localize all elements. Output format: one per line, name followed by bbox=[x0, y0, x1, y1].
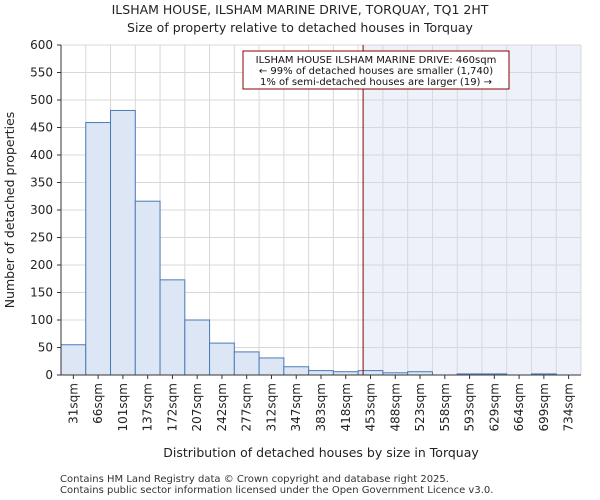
x-tick-label-593sqm: 593sqm bbox=[463, 383, 477, 431]
bar-312sqm bbox=[258, 357, 285, 376]
x-tick-label-558sqm: 558sqm bbox=[438, 383, 452, 431]
x-tick-label-418sqm: 418sqm bbox=[339, 383, 353, 431]
footer-line-2: Contains public sector information licen… bbox=[60, 485, 494, 496]
bar-31sqm bbox=[60, 344, 87, 376]
bar-277sqm bbox=[233, 351, 260, 376]
y-tick-label-200: 200 bbox=[30, 258, 53, 272]
x-tick-label-242sqm: 242sqm bbox=[215, 383, 229, 431]
x-tick-label-488sqm: 488sqm bbox=[388, 383, 402, 431]
y-tick-label-500: 500 bbox=[30, 93, 53, 107]
y-tick-label-0: 0 bbox=[45, 368, 53, 382]
x-tick-label-137sqm: 137sqm bbox=[141, 383, 155, 431]
y-tick-label-50: 50 bbox=[38, 341, 53, 355]
annotation-line-2: ← 99% of detached houses are smaller (1,… bbox=[259, 66, 493, 77]
x-tick-label-31sqm: 31sqm bbox=[66, 383, 80, 424]
bar-172sqm bbox=[159, 279, 186, 376]
bar-347sqm bbox=[283, 366, 310, 376]
chart-subtitle: Size of property relative to detached ho… bbox=[127, 20, 473, 35]
x-tick-label-629sqm: 629sqm bbox=[487, 383, 501, 431]
footer-line-1: Contains HM Land Registry data © Crown c… bbox=[60, 474, 449, 485]
x-tick-label-312sqm: 312sqm bbox=[264, 383, 278, 431]
x-tick-label-66sqm: 66sqm bbox=[91, 383, 105, 424]
x-tick-label-207sqm: 207sqm bbox=[190, 383, 204, 431]
y-tick-label-550: 550 bbox=[30, 66, 53, 80]
annotation-line-1: ILSHAM HOUSE ILSHAM MARINE DRIVE: 460sqm bbox=[256, 55, 497, 66]
bar-242sqm bbox=[209, 342, 235, 376]
y-tick-label-250: 250 bbox=[30, 231, 53, 245]
bar-453sqm bbox=[357, 370, 384, 376]
x-tick-label-101sqm: 101sqm bbox=[116, 383, 130, 431]
bar-66sqm bbox=[85, 122, 112, 376]
annotation-box bbox=[242, 50, 510, 90]
y-tick-label-450: 450 bbox=[30, 121, 53, 135]
bar-137sqm bbox=[134, 200, 161, 376]
bar-383sqm bbox=[308, 370, 334, 376]
y-tick-label-400: 400 bbox=[30, 148, 53, 162]
y-tick-label-300: 300 bbox=[30, 203, 53, 217]
y-tick-label-600: 600 bbox=[30, 38, 53, 52]
x-tick-label-523sqm: 523sqm bbox=[413, 383, 427, 431]
x-tick-label-699sqm: 699sqm bbox=[537, 383, 551, 431]
x-tick-label-277sqm: 277sqm bbox=[240, 383, 254, 431]
annotation-line-3: 1% of semi-detached houses are larger (1… bbox=[260, 77, 492, 88]
x-tick-label-172sqm: 172sqm bbox=[165, 383, 179, 431]
bar-101sqm bbox=[110, 109, 136, 376]
x-axis-title: Distribution of detached houses by size … bbox=[163, 445, 479, 460]
chart-title: ILSHAM HOUSE, ILSHAM MARINE DRIVE, TORQU… bbox=[111, 2, 489, 17]
y-tick-label-350: 350 bbox=[30, 176, 53, 190]
x-tick-label-734sqm: 734sqm bbox=[562, 383, 576, 431]
y-tick-label-100: 100 bbox=[30, 313, 53, 327]
bar-207sqm bbox=[184, 319, 211, 376]
x-tick-label-453sqm: 453sqm bbox=[364, 383, 378, 431]
x-tick-label-664sqm: 664sqm bbox=[512, 383, 526, 431]
y-tick-label-150: 150 bbox=[30, 286, 53, 300]
x-tick-label-383sqm: 383sqm bbox=[314, 383, 328, 431]
y-axis-title: Number of detached properties bbox=[2, 112, 17, 309]
x-tick-label-347sqm: 347sqm bbox=[289, 383, 303, 431]
